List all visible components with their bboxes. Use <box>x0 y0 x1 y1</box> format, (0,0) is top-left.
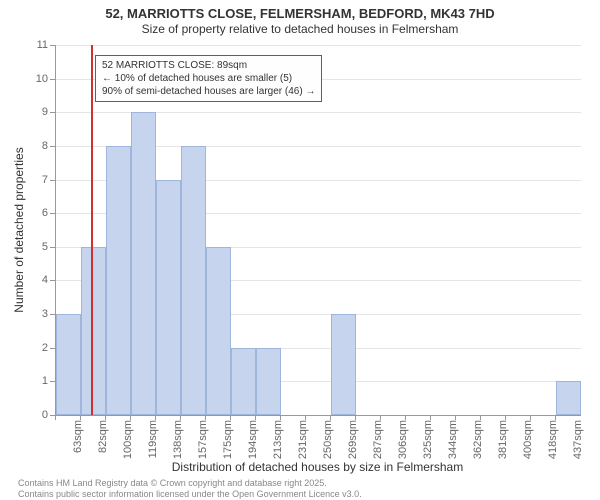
x-tick-label: 418sqm <box>547 420 559 459</box>
y-tick-label: 7 <box>8 174 48 186</box>
y-tick-label: 6 <box>8 207 48 219</box>
x-tick-label: 157sqm <box>197 420 209 459</box>
y-tick-label: 0 <box>8 409 48 421</box>
annotation-box: 52 MARRIOTTS CLOSE: 89sqm← 10% of detach… <box>95 55 322 102</box>
x-tick-label: 82sqm <box>97 420 109 453</box>
x-tick-label: 306sqm <box>397 420 409 459</box>
x-tick-label: 175sqm <box>222 420 234 459</box>
x-tick-mark <box>280 415 281 420</box>
chart-title: 52, MARRIOTTS CLOSE, FELMERSHAM, BEDFORD… <box>0 6 600 21</box>
x-tick-mark <box>180 415 181 420</box>
x-axis-label: Distribution of detached houses by size … <box>55 460 580 474</box>
y-tick-label: 10 <box>8 73 48 85</box>
y-tick-mark <box>50 112 55 113</box>
gridline <box>56 45 581 46</box>
x-tick-mark <box>480 415 481 420</box>
x-tick-mark <box>205 415 206 420</box>
histogram-bar <box>256 348 281 415</box>
y-tick-mark <box>50 381 55 382</box>
x-tick-mark <box>255 415 256 420</box>
x-tick-label: 287sqm <box>372 420 384 459</box>
chart-subtitle: Size of property relative to detached ho… <box>0 22 600 36</box>
annotation-line: 52 MARRIOTTS CLOSE: 89sqm <box>102 59 315 72</box>
x-tick-mark <box>530 415 531 420</box>
y-tick-label: 5 <box>8 241 48 253</box>
y-tick-label: 4 <box>8 274 48 286</box>
x-tick-mark <box>455 415 456 420</box>
x-tick-mark <box>55 415 56 420</box>
y-tick-mark <box>50 180 55 181</box>
histogram-bar <box>331 314 356 415</box>
histogram-bar <box>56 314 81 415</box>
y-tick-label: 9 <box>8 106 48 118</box>
histogram-bar <box>231 348 256 415</box>
y-tick-mark <box>50 45 55 46</box>
y-tick-mark <box>50 79 55 80</box>
x-tick-mark <box>230 415 231 420</box>
x-tick-label: 344sqm <box>447 420 459 459</box>
x-tick-label: 269sqm <box>347 420 359 459</box>
x-tick-mark <box>80 415 81 420</box>
y-tick-mark <box>50 213 55 214</box>
y-tick-mark <box>50 146 55 147</box>
x-tick-label: 250sqm <box>322 420 334 459</box>
histogram-bar <box>81 247 106 415</box>
histogram-bar <box>181 146 206 415</box>
histogram-bar <box>106 146 131 415</box>
x-tick-mark <box>430 415 431 420</box>
y-tick-mark <box>50 348 55 349</box>
x-tick-mark <box>330 415 331 420</box>
x-tick-mark <box>105 415 106 420</box>
x-tick-label: 119sqm <box>147 420 159 458</box>
footer-copyright-1: Contains HM Land Registry data © Crown c… <box>18 478 327 488</box>
y-tick-mark <box>50 314 55 315</box>
x-tick-label: 194sqm <box>247 420 259 459</box>
y-axis-label: Number of detached properties <box>12 147 26 312</box>
x-tick-mark <box>555 415 556 420</box>
x-tick-label: 362sqm <box>472 420 484 459</box>
x-tick-label: 400sqm <box>522 420 534 459</box>
x-tick-mark <box>155 415 156 420</box>
x-tick-label: 231sqm <box>297 420 309 459</box>
y-tick-label: 11 <box>8 39 48 51</box>
histogram-bar <box>556 381 581 415</box>
chart-container: 52, MARRIOTTS CLOSE, FELMERSHAM, BEDFORD… <box>0 0 600 500</box>
y-tick-label: 8 <box>8 140 48 152</box>
y-tick-mark <box>50 280 55 281</box>
annotation-line: 90% of semi-detached houses are larger (… <box>102 85 315 98</box>
x-tick-label: 213sqm <box>272 420 284 459</box>
x-tick-label: 100sqm <box>122 420 134 459</box>
x-tick-mark <box>130 415 131 420</box>
histogram-bar <box>156 180 181 415</box>
annotation-line: ← 10% of detached houses are smaller (5) <box>102 72 315 85</box>
x-tick-mark <box>305 415 306 420</box>
y-tick-label: 1 <box>8 375 48 387</box>
x-tick-label: 325sqm <box>422 420 434 459</box>
y-tick-label: 3 <box>8 308 48 320</box>
x-tick-mark <box>380 415 381 420</box>
x-tick-mark <box>405 415 406 420</box>
plot-area: 52 MARRIOTTS CLOSE: 89sqm← 10% of detach… <box>55 45 581 416</box>
histogram-bar <box>131 112 156 415</box>
x-tick-label: 381sqm <box>497 420 509 459</box>
y-tick-mark <box>50 247 55 248</box>
marker-line <box>91 45 93 415</box>
histogram-bar <box>206 247 231 415</box>
x-tick-label: 437sqm <box>572 420 584 459</box>
footer-copyright-2: Contains public sector information licen… <box>18 489 362 499</box>
y-tick-label: 2 <box>8 342 48 354</box>
x-tick-mark <box>355 415 356 420</box>
x-tick-label: 138sqm <box>172 420 184 459</box>
x-tick-mark <box>505 415 506 420</box>
x-tick-label: 63sqm <box>72 420 84 453</box>
